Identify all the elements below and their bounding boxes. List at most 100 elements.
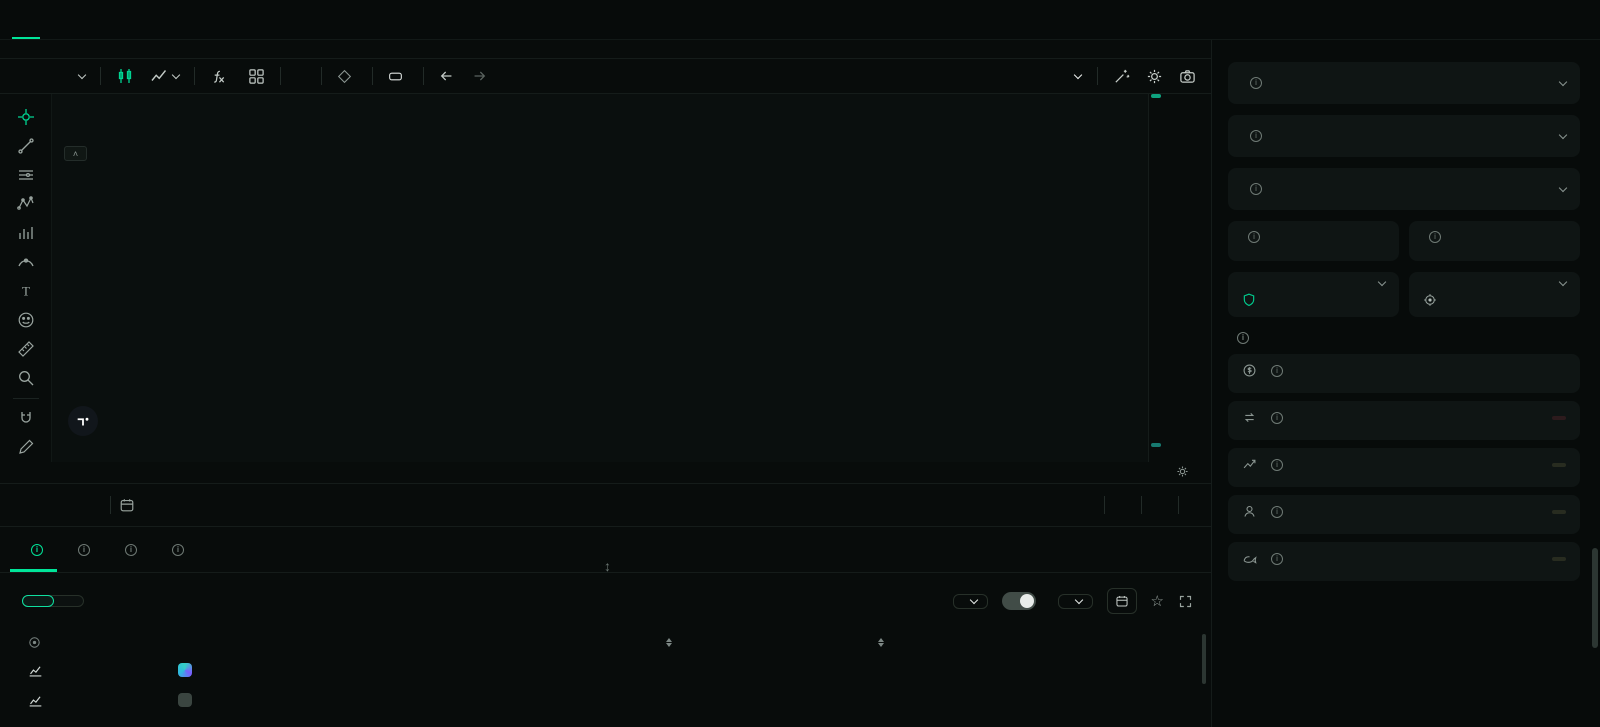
magic-button[interactable] <box>1106 65 1137 88</box>
panel-resize-handle[interactable]: ↕ <box>604 558 611 574</box>
price-mcap-toggle[interactable] <box>289 73 313 79</box>
range-1y-button[interactable] <box>86 502 102 508</box>
exchange-card[interactable] <box>1228 401 1580 440</box>
magnet-tool[interactable] <box>9 404 43 433</box>
info-icon[interactable] <box>1271 552 1283 565</box>
holders-card[interactable] <box>1409 221 1580 261</box>
price-axis[interactable] <box>1148 94 1212 462</box>
expand-button[interactable] <box>1178 594 1193 609</box>
text-tool[interactable]: T <box>9 277 43 306</box>
risk-score-card[interactable] <box>1228 272 1399 317</box>
interval-5m-button[interactable] <box>24 73 38 79</box>
tab-dca-orders[interactable] <box>151 527 198 572</box>
public-figures-card[interactable] <box>1228 495 1580 534</box>
chevron-down-icon[interactable] <box>1558 130 1568 139</box>
chevron-down-icon[interactable] <box>1558 77 1568 86</box>
row-chart-icon[interactable] <box>28 693 43 708</box>
chart-type-dropdown[interactable] <box>143 64 186 88</box>
info-icon[interactable] <box>125 543 137 556</box>
interval-1h-button[interactable] <box>40 73 54 79</box>
interval-1m-button[interactable] <box>8 73 22 79</box>
snipers-card[interactable] <box>1409 272 1580 317</box>
brush-tool[interactable] <box>9 247 43 276</box>
info-icon[interactable] <box>1250 130 1262 142</box>
axis-settings-button[interactable] <box>1176 465 1189 478</box>
date-filter-button[interactable] <box>1106 588 1137 614</box>
col-net-tokens[interactable] <box>502 637 672 647</box>
label-inspector-toggle[interactable] <box>381 66 415 87</box>
favorite-button[interactable]: ☆ <box>1150 593 1164 610</box>
legend-collapse-button[interactable]: ˄ <box>64 146 87 161</box>
trendline-tool[interactable] <box>9 131 43 160</box>
tab-overview[interactable] <box>12 0 40 39</box>
info-icon[interactable] <box>1271 505 1283 518</box>
whales-card[interactable] <box>1228 542 1580 581</box>
candle-style-button[interactable] <box>109 64 141 88</box>
bought-button[interactable] <box>22 595 54 607</box>
info-icon[interactable] <box>1250 77 1262 89</box>
chevron-down-icon[interactable] <box>1377 277 1387 287</box>
save-button[interactable] <box>1069 70 1083 79</box>
info-icon[interactable] <box>78 543 90 556</box>
label-filter-dropdown[interactable] <box>952 593 988 609</box>
time-axis[interactable] <box>0 462 1211 484</box>
liquidity-card[interactable] <box>1228 221 1399 261</box>
horizontal-line-tool[interactable] <box>9 160 43 189</box>
tab-pnl-leaderboard[interactable] <box>80 0 108 39</box>
info-icon[interactable] <box>1271 411 1283 424</box>
sort-icon[interactable] <box>878 637 884 647</box>
tab-who-bought-sold[interactable] <box>10 527 57 572</box>
settings-button[interactable] <box>1139 65 1170 88</box>
emoji-tool[interactable] <box>9 306 43 335</box>
crosshair-tool[interactable] <box>9 102 43 131</box>
candle-inspector-toggle[interactable] <box>330 66 364 87</box>
info-icon[interactable] <box>1429 231 1441 243</box>
range-1d-button[interactable] <box>50 502 66 508</box>
panel-scrollbar[interactable] <box>1202 634 1206 684</box>
range-1w-button[interactable] <box>68 502 84 508</box>
period-dropdown[interactable] <box>1057 593 1093 609</box>
sort-icon[interactable] <box>666 637 672 647</box>
market-cap-card[interactable] <box>1228 62 1580 104</box>
chart-plot[interactable]: ˄ <box>52 94 1148 462</box>
top-pnl-traders-card[interactable] <box>1228 448 1580 487</box>
interval-more-dropdown[interactable] <box>72 70 92 81</box>
edit-tool[interactable] <box>9 433 43 462</box>
chevron-down-icon[interactable] <box>1558 277 1568 287</box>
next-unlock-card[interactable] <box>1228 168 1580 210</box>
tradingview-logo[interactable] <box>68 406 98 436</box>
measure-tool[interactable] <box>9 335 43 364</box>
tab-holders[interactable] <box>46 0 74 39</box>
layout-grid-button[interactable] <box>241 65 272 88</box>
range-1h-button[interactable] <box>14 502 30 508</box>
info-icon[interactable] <box>1237 332 1249 344</box>
row-chart-icon[interactable] <box>28 663 43 678</box>
tab-transfers[interactable] <box>104 527 151 572</box>
undo-button[interactable] <box>432 65 462 87</box>
snapshot-button[interactable] <box>1172 65 1203 88</box>
zoom-tool[interactable] <box>9 364 43 393</box>
pattern-tool[interactable] <box>9 189 43 218</box>
interval-1d-button[interactable] <box>56 73 70 79</box>
info-icon[interactable] <box>1250 183 1262 195</box>
table-row[interactable] <box>0 685 1211 715</box>
sold-button[interactable] <box>53 596 83 606</box>
info-icon[interactable] <box>31 543 43 556</box>
smart-money-card[interactable] <box>1228 354 1580 393</box>
redo-button[interactable] <box>464 65 494 87</box>
info-icon[interactable] <box>1271 458 1283 471</box>
indicators-button[interactable] <box>203 65 239 88</box>
goto-date-button[interactable] <box>119 497 135 513</box>
info-icon[interactable] <box>1271 364 1283 377</box>
info-icon[interactable] <box>172 543 184 556</box>
tab-dex-trades[interactable] <box>57 527 104 572</box>
prediction-tool[interactable] <box>9 218 43 247</box>
range-4h-button[interactable] <box>32 502 48 508</box>
advanced-toggle[interactable] <box>1001 592 1036 610</box>
candlestick-chart[interactable] <box>52 94 1148 462</box>
info-icon[interactable] <box>1248 231 1260 243</box>
page-scrollbar[interactable] <box>1592 548 1598 648</box>
volume-card[interactable] <box>1228 115 1580 157</box>
chevron-down-icon[interactable] <box>1558 183 1568 192</box>
col-net-usd[interactable] <box>672 637 942 647</box>
